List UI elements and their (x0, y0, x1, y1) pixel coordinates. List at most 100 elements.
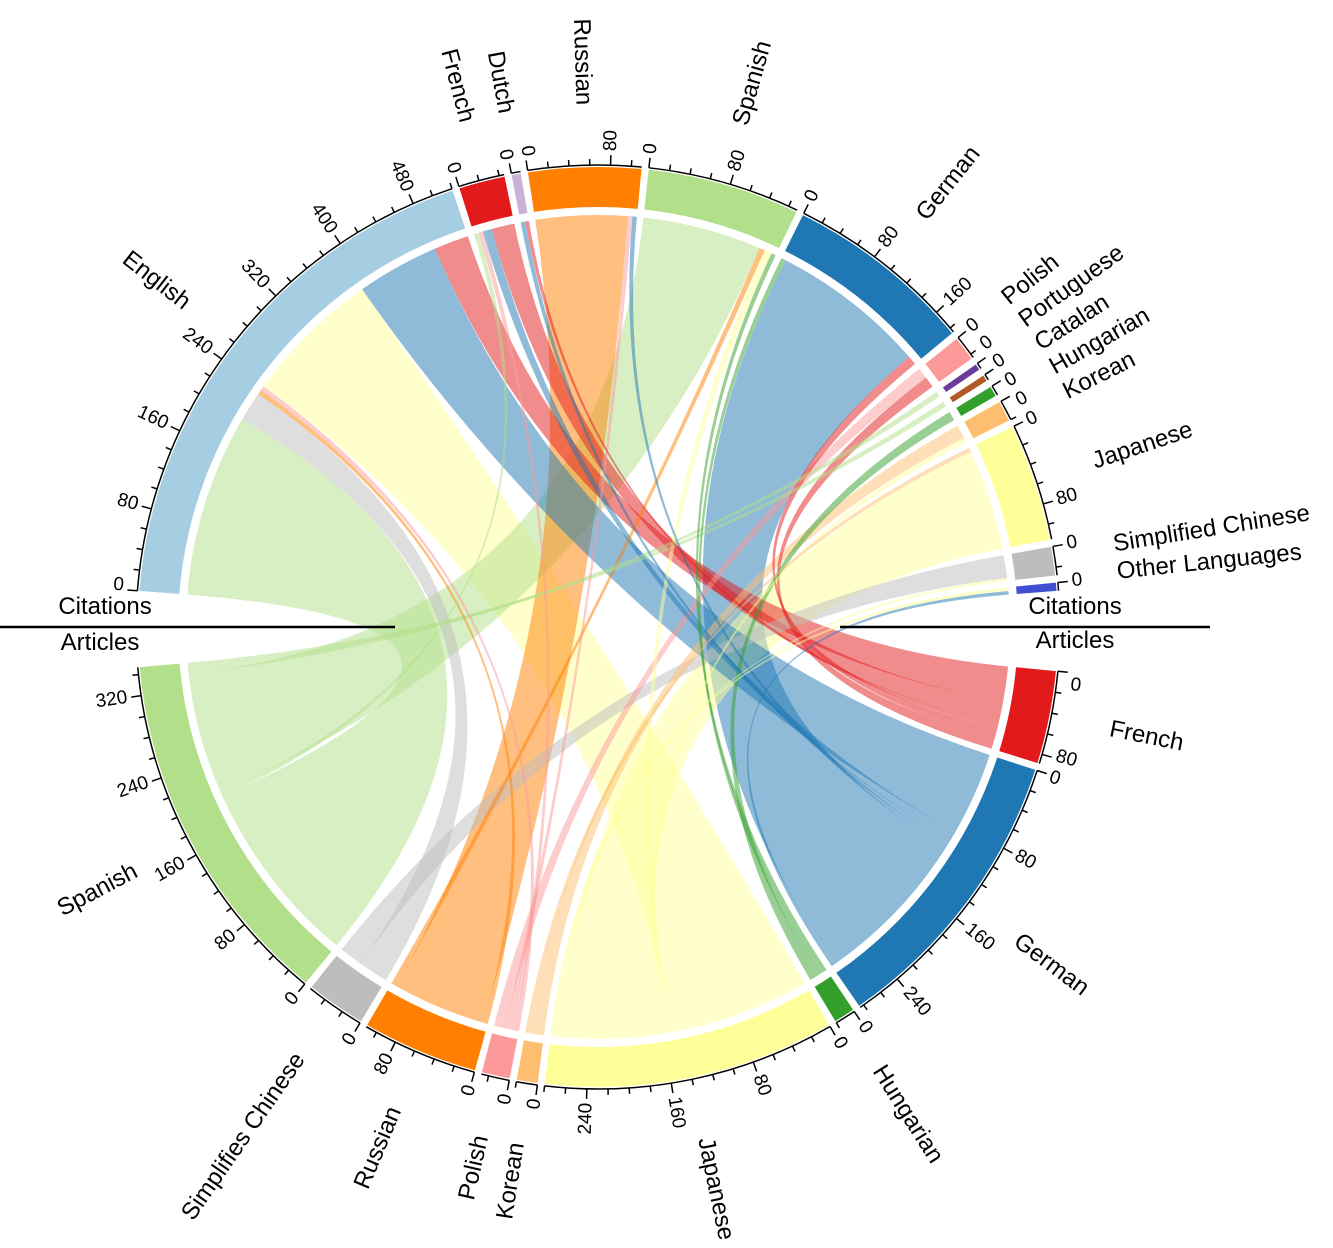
axis-tick (749, 184, 753, 192)
tick-label: 160 (134, 401, 172, 433)
axis-tick (334, 234, 341, 244)
articles-segment-simplifies-chinese (311, 955, 382, 1022)
axis-tick (1021, 809, 1028, 814)
axis-tick (201, 872, 208, 878)
axis-tick (131, 694, 142, 698)
tick-label: 80 (1054, 484, 1080, 510)
axis-tick (372, 216, 377, 223)
axis-tick (187, 854, 197, 861)
axis-tick (408, 194, 414, 204)
citations-segment-korean (964, 402, 1010, 439)
axis-tick (535, 1084, 539, 1096)
axis-tick (772, 1054, 777, 1061)
tick-label: 80 (211, 925, 241, 955)
chord-english-to-german (362, 248, 990, 833)
axis-arc (458, 173, 505, 188)
citations-segment-simplified-chinese (1011, 546, 1056, 580)
citations-segment-dutch (511, 173, 528, 215)
axis-tick (525, 160, 529, 171)
axis-tick (968, 901, 975, 906)
axis-tick (141, 505, 152, 510)
axis-tick (691, 1079, 695, 1086)
axis-tick (839, 228, 844, 234)
axis-tick (942, 934, 948, 940)
axis-tick (140, 527, 147, 530)
axis-tick (449, 182, 453, 189)
tick-label: 480 (386, 157, 418, 194)
axis-tick (921, 292, 927, 299)
tick-label: 0 (281, 988, 304, 1010)
tick-label: 0 (800, 186, 824, 205)
tick-label: 240 (899, 983, 936, 1021)
axis-tick (835, 1022, 841, 1029)
tick-label: 80 (600, 130, 622, 152)
axis-tick (213, 890, 220, 895)
axis-tick (1055, 565, 1063, 568)
articles-label-simplifies-chinese: Simplifies Chinese (176, 1048, 311, 1226)
axis-tick (1003, 847, 1013, 854)
axis-tick (752, 1061, 758, 1072)
axis-tick (286, 276, 292, 283)
axis-arc (976, 362, 982, 369)
axis-tick (670, 1083, 674, 1094)
axis-tick (1057, 670, 1068, 673)
axis-tick (1047, 733, 1054, 737)
axis-tick (649, 1085, 652, 1093)
axis-tick (354, 1022, 361, 1032)
articles-label-right: Articles (1036, 627, 1115, 654)
axis-tick (1051, 712, 1058, 716)
axis-arc (1000, 400, 1012, 420)
axis-tick (1030, 461, 1037, 466)
axis-tick (268, 955, 274, 961)
axis-tick (132, 673, 139, 677)
axis-tick (768, 192, 773, 199)
articles-segment-russian (367, 990, 486, 1071)
axis-tick (127, 589, 138, 592)
axis-arc (859, 770, 1038, 1008)
citations-label-german: German (911, 141, 986, 226)
axis-tick (712, 1074, 715, 1081)
axis-tick (514, 1081, 518, 1088)
axis-tick (976, 357, 987, 364)
axis-arc (516, 1081, 538, 1086)
axis-tick (1048, 521, 1055, 525)
axis-tick (992, 865, 999, 871)
citations-label-right: Citations (1028, 593, 1121, 620)
tick-label: 0 (1069, 674, 1082, 696)
axis-arc (544, 1025, 831, 1090)
axis-tick (906, 278, 912, 284)
axis-tick (896, 978, 905, 988)
axis-arc (1013, 425, 1053, 540)
axis-tick (1055, 691, 1062, 694)
articles-label-russian: Russian (348, 1102, 407, 1192)
articles-segment-polish (481, 1033, 518, 1079)
citations-segment-hungarian (956, 387, 996, 417)
citations-label-left: Citations (58, 593, 151, 620)
axis-arc (309, 987, 361, 1024)
axis-arc (136, 187, 453, 591)
tick-label: 0 (828, 1033, 851, 1053)
axis-arc (957, 337, 974, 358)
axis-tick (927, 949, 934, 955)
axis-tick (204, 372, 211, 377)
axis-arc (648, 167, 798, 211)
axis-tick (984, 368, 994, 376)
tick-label: 240 (115, 772, 152, 802)
axis-tick (253, 939, 260, 946)
chord-german-to-german (702, 260, 946, 965)
axis-arc (1052, 546, 1058, 576)
tick-label: 0 (1047, 767, 1064, 790)
axis-tick (546, 161, 550, 168)
axis-tick (171, 816, 178, 821)
axis-tick (1000, 395, 1011, 402)
segments-layer (139, 167, 1057, 1087)
tick-label: 0 (442, 160, 465, 176)
axis-arc (1038, 671, 1059, 764)
axis-arc (803, 212, 955, 333)
axis-tick (1057, 580, 1068, 584)
chord-japanese-to-japanese (556, 452, 1003, 1040)
axis-tick (162, 797, 169, 801)
axis-tick (390, 206, 395, 213)
axis-tick (1013, 421, 1024, 427)
